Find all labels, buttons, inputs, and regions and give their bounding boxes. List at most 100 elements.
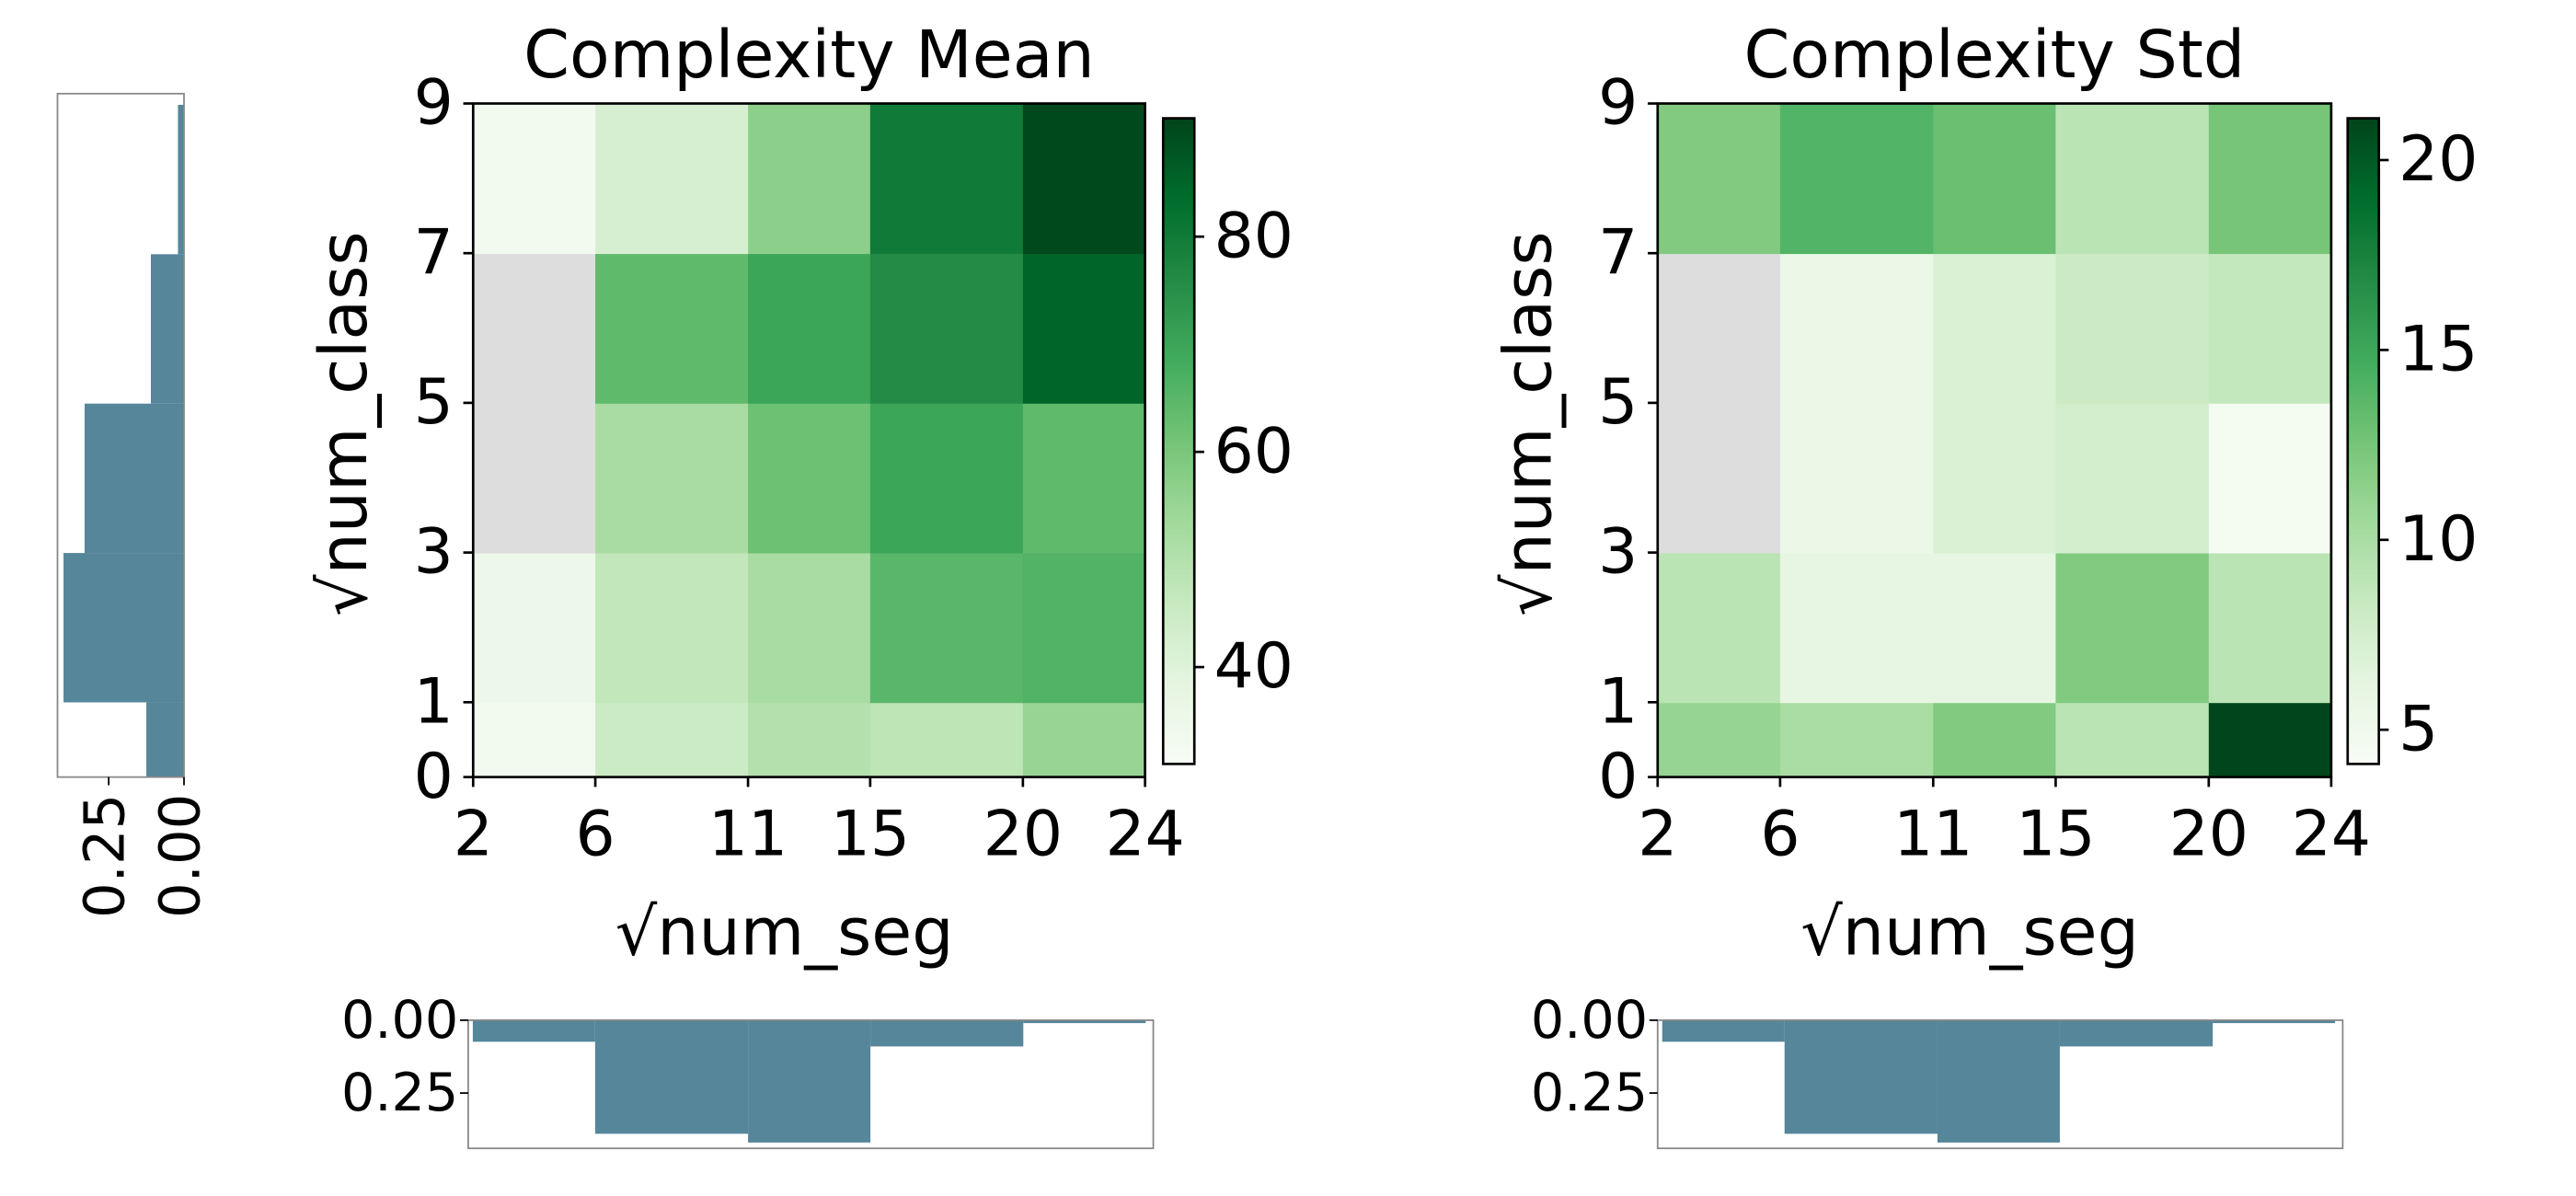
x-tick-label: 2 (454, 798, 493, 870)
histogram-bar (1937, 1019, 2060, 1143)
histogram-bar (150, 254, 184, 404)
y-tick-label: 0.00 (341, 990, 458, 1051)
chart-title: Complexity Std (1744, 17, 2246, 93)
heatmap-cell (748, 402, 871, 554)
y-tick-label: 5 (1598, 366, 1638, 439)
y-tick-label: 1 (1598, 665, 1638, 738)
x-tick-label: 20 (983, 798, 1063, 870)
x-tick-label: 11 (1893, 798, 1972, 870)
heatmap-cell (1657, 253, 1781, 404)
x-tick-label: 15 (2016, 798, 2095, 870)
y-tick-label: 3 (1598, 516, 1638, 589)
heatmap-cell (1779, 253, 1935, 404)
histogram-bar (146, 702, 184, 777)
heatmap-cell (1657, 402, 1781, 554)
heatmap-cell (473, 253, 596, 404)
colorbar-tick-label: 60 (1214, 415, 1294, 488)
heatmap-cell (2208, 552, 2332, 704)
heatmap-cell (1933, 253, 2057, 404)
heatmap-cell (2055, 702, 2210, 778)
x-tick-label: 0.00 (149, 794, 213, 918)
heatmap-cell (2208, 253, 2332, 404)
histogram-bar (870, 1019, 1024, 1047)
x-tick-label: 24 (1105, 798, 1184, 870)
histogram-bar (748, 1019, 871, 1143)
x-tick-label: 0.25 (74, 794, 138, 918)
heatmap-cell (473, 702, 596, 778)
heatmap-cell (473, 552, 596, 704)
heatmap-cell (1779, 103, 1935, 255)
heatmap-cell (1022, 253, 1146, 404)
y-tick-label: 0 (414, 741, 454, 813)
heatmap-cell (748, 253, 871, 404)
heatmap-cell (595, 402, 749, 554)
plot-frame (56, 92, 185, 778)
heatmap-cell (1022, 103, 1146, 255)
heatmap-cell (1779, 402, 1935, 554)
y-axis-label: √num_class (1490, 231, 1567, 616)
heatmap-cell (1022, 402, 1146, 554)
histogram-bar (63, 553, 184, 703)
histogram-bar (84, 403, 184, 554)
heatmap-cell (595, 253, 749, 404)
heatmap-cell (1657, 103, 1781, 255)
heatmap-cell (869, 402, 1024, 554)
heatmap-cell (869, 253, 1024, 404)
plot-frame (1656, 102, 2333, 778)
histogram-bar (1784, 1019, 1938, 1134)
x-tick-label: 24 (2292, 798, 2371, 870)
heatmap-cell (2208, 702, 2332, 778)
y-tick-label: 0.25 (1531, 1063, 1648, 1123)
x-tick-label: 11 (708, 798, 788, 870)
colorbar-tick-label: 5 (2398, 693, 2438, 765)
y-tick-label: 9 (1598, 67, 1638, 140)
heatmap-cell (869, 702, 1024, 778)
histogram-bar (2059, 1019, 2214, 1047)
x-tick-label: 20 (2169, 798, 2248, 870)
y-tick-label: 9 (414, 67, 454, 140)
plot-frame (467, 1019, 1155, 1150)
heatmap-cell (595, 702, 749, 778)
y-tick-label: 1 (414, 665, 454, 738)
heatmap-cell (2055, 552, 2210, 704)
heatmap-cell (1933, 702, 2057, 778)
heatmap-cell (595, 103, 749, 255)
heatmap-cell (748, 103, 871, 255)
heatmap-cell (1779, 702, 1935, 778)
heatmap-cell (2055, 103, 2210, 255)
heatmap-cell (1022, 552, 1146, 704)
heatmap-cell (2208, 103, 2332, 255)
heatmap-cell (748, 702, 871, 778)
heatmap-cell (2055, 253, 2210, 404)
histogram-bar (472, 1019, 595, 1042)
plot-frame (471, 102, 1146, 778)
heatmap-cell (1022, 702, 1146, 778)
x-tick-label: 6 (1760, 798, 1800, 870)
heatmap-cell (1933, 552, 2057, 704)
histogram-bar (2213, 1019, 2336, 1024)
colorbar (2346, 117, 2381, 765)
colorbar-tick-label: 15 (2398, 314, 2478, 386)
y-axis-label: √num_class (305, 231, 382, 616)
colorbar-tick-label: 20 (2398, 123, 2478, 196)
heatmap-cell (595, 552, 749, 704)
histogram-bar (178, 104, 184, 255)
x-axis-label: √num_seg (615, 893, 954, 970)
colorbar-tick-label: 40 (1214, 630, 1294, 703)
colorbar (1161, 117, 1196, 765)
heatmap-cell (1657, 702, 1781, 778)
heatmap-cell (473, 402, 596, 554)
heatmap-cell (473, 103, 596, 255)
colorbar-tick-label: 80 (1214, 200, 1294, 272)
heatmap-cell (1933, 103, 2057, 255)
y-tick-label: 0 (1598, 741, 1638, 813)
y-tick-label: 7 (414, 216, 454, 289)
heatmap-cell (869, 103, 1024, 255)
x-tick-label: 6 (575, 798, 615, 870)
heatmap-cell (1779, 552, 1935, 704)
y-tick-label: 0.25 (341, 1063, 458, 1123)
x-tick-label: 2 (1638, 798, 1677, 870)
heatmap-cell (748, 552, 871, 704)
